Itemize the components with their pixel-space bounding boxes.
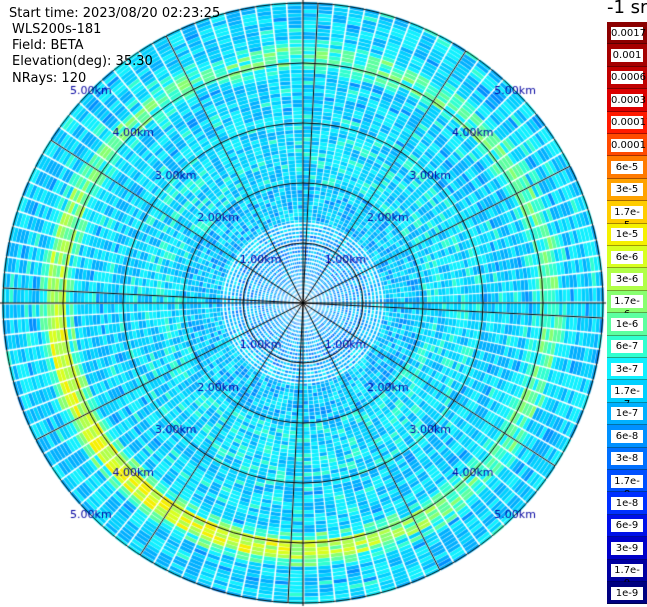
colorbar-cell: 1.7e-9 (607, 559, 647, 589)
colorbar-cell: 3e-8 (607, 447, 647, 470)
colorbar-cell: 3e-5 (607, 178, 647, 202)
colorbar-tick-label: 1e-7 (611, 407, 643, 421)
colorbar-tick-label: 6e-7 (611, 340, 643, 354)
colorbar-tick-label: 6e-5 (611, 161, 643, 175)
colorbar-tick-label: 1.7e-7 (611, 385, 643, 410)
colorbar-cell: 6e-8 (607, 425, 647, 448)
colorbar-tick-label: 0.00017 (611, 116, 647, 130)
start-time-label: Start time: 2023/08/20 02:23:25 (9, 6, 221, 21)
colorbar-cell: 1e-6 (607, 313, 647, 336)
colorbar-tick-label: 0.0017 (611, 26, 646, 40)
colorbar-cell: 0.0006 (607, 66, 647, 90)
colorbar-tick-label: 1e-9 (611, 586, 643, 600)
field-label: Field: BETA (12, 38, 84, 53)
colorbar-tick-label: 1.7e-9 (611, 564, 643, 589)
colorbar-cell: 6e-5 (607, 156, 647, 179)
colorbar-cell: 6e-9 (607, 514, 647, 538)
colorbar-cell: 1e-8 (607, 492, 647, 515)
colorbar-tick-label: 1e-6 (611, 317, 643, 331)
colorbar-cell: 0.00017 (607, 111, 647, 134)
colorbar-tick-label: 0.001 (611, 49, 643, 63)
colorbar: 0.0017 0.001 0.0006 0.0003 0.00017 0.0001 6e-5… (607, 22, 647, 605)
colorbar-cell: 1.7e-8 (607, 470, 647, 500)
colorbar-tick-label: 3e-5 (611, 183, 643, 197)
colorbar-cell: 1e-9 (607, 582, 647, 605)
colorbar-tick-label: 3e-7 (611, 362, 643, 376)
colorbar-cell: 1.7e-6 (607, 290, 647, 320)
colorbar-cell: 3e-9 (607, 537, 647, 560)
elevation-label: Elevation(deg): 35.30 (12, 54, 153, 69)
colorbar-tick-label: 1e-5 (611, 228, 643, 242)
colorbar-cell: 0.001 (607, 44, 647, 67)
colorbar-tick-label: 0.0001 (611, 138, 646, 152)
colorbar-tick-label: 1e-8 (611, 497, 643, 511)
device-label: WLS200s-181 (12, 22, 102, 37)
colorbar-cell: 3e-6 (607, 268, 647, 291)
colorbar-tick-label: 0.0006 (611, 71, 646, 85)
colorbar-tick-label: 0.0003 (611, 93, 646, 107)
colorbar-cell: 3e-7 (607, 358, 647, 381)
colorbar-cell: 6e-6 (607, 246, 647, 269)
colorbar-cell: 0.0001 (607, 134, 647, 157)
colorbar-tick-label: 1.7e-8 (611, 474, 643, 500)
colorbar-cell: 1.7e-7 (607, 380, 647, 410)
colorbar-tick-label: 3e-8 (611, 452, 643, 466)
colorbar-unit-label: -1 sr (607, 0, 647, 18)
colorbar-tick-label: 6e-8 (611, 429, 643, 443)
nrays-label: NRays: 120 (12, 71, 87, 86)
colorbar-tick-label: 6e-6 (611, 250, 643, 264)
colorbar-cell: 0.0017 (607, 22, 647, 45)
colorbar-cell: 1e-5 (607, 223, 647, 246)
colorbar-tick-label: 3e-6 (611, 273, 643, 287)
colorbar-cell: 6e-7 (607, 335, 647, 358)
colorbar-cell: 0.0003 (607, 89, 647, 112)
colorbar-tick-label: 1.7e-6 (611, 295, 643, 320)
colorbar-tick-label: 1.7e-5 (611, 205, 643, 231)
colorbar-tick-label: 3e-9 (611, 541, 643, 555)
colorbar-cell: 1.7e-5 (607, 201, 647, 231)
colorbar-tick-label: 6e-9 (611, 519, 643, 533)
colorbar-cell: 1e-7 (607, 402, 647, 426)
